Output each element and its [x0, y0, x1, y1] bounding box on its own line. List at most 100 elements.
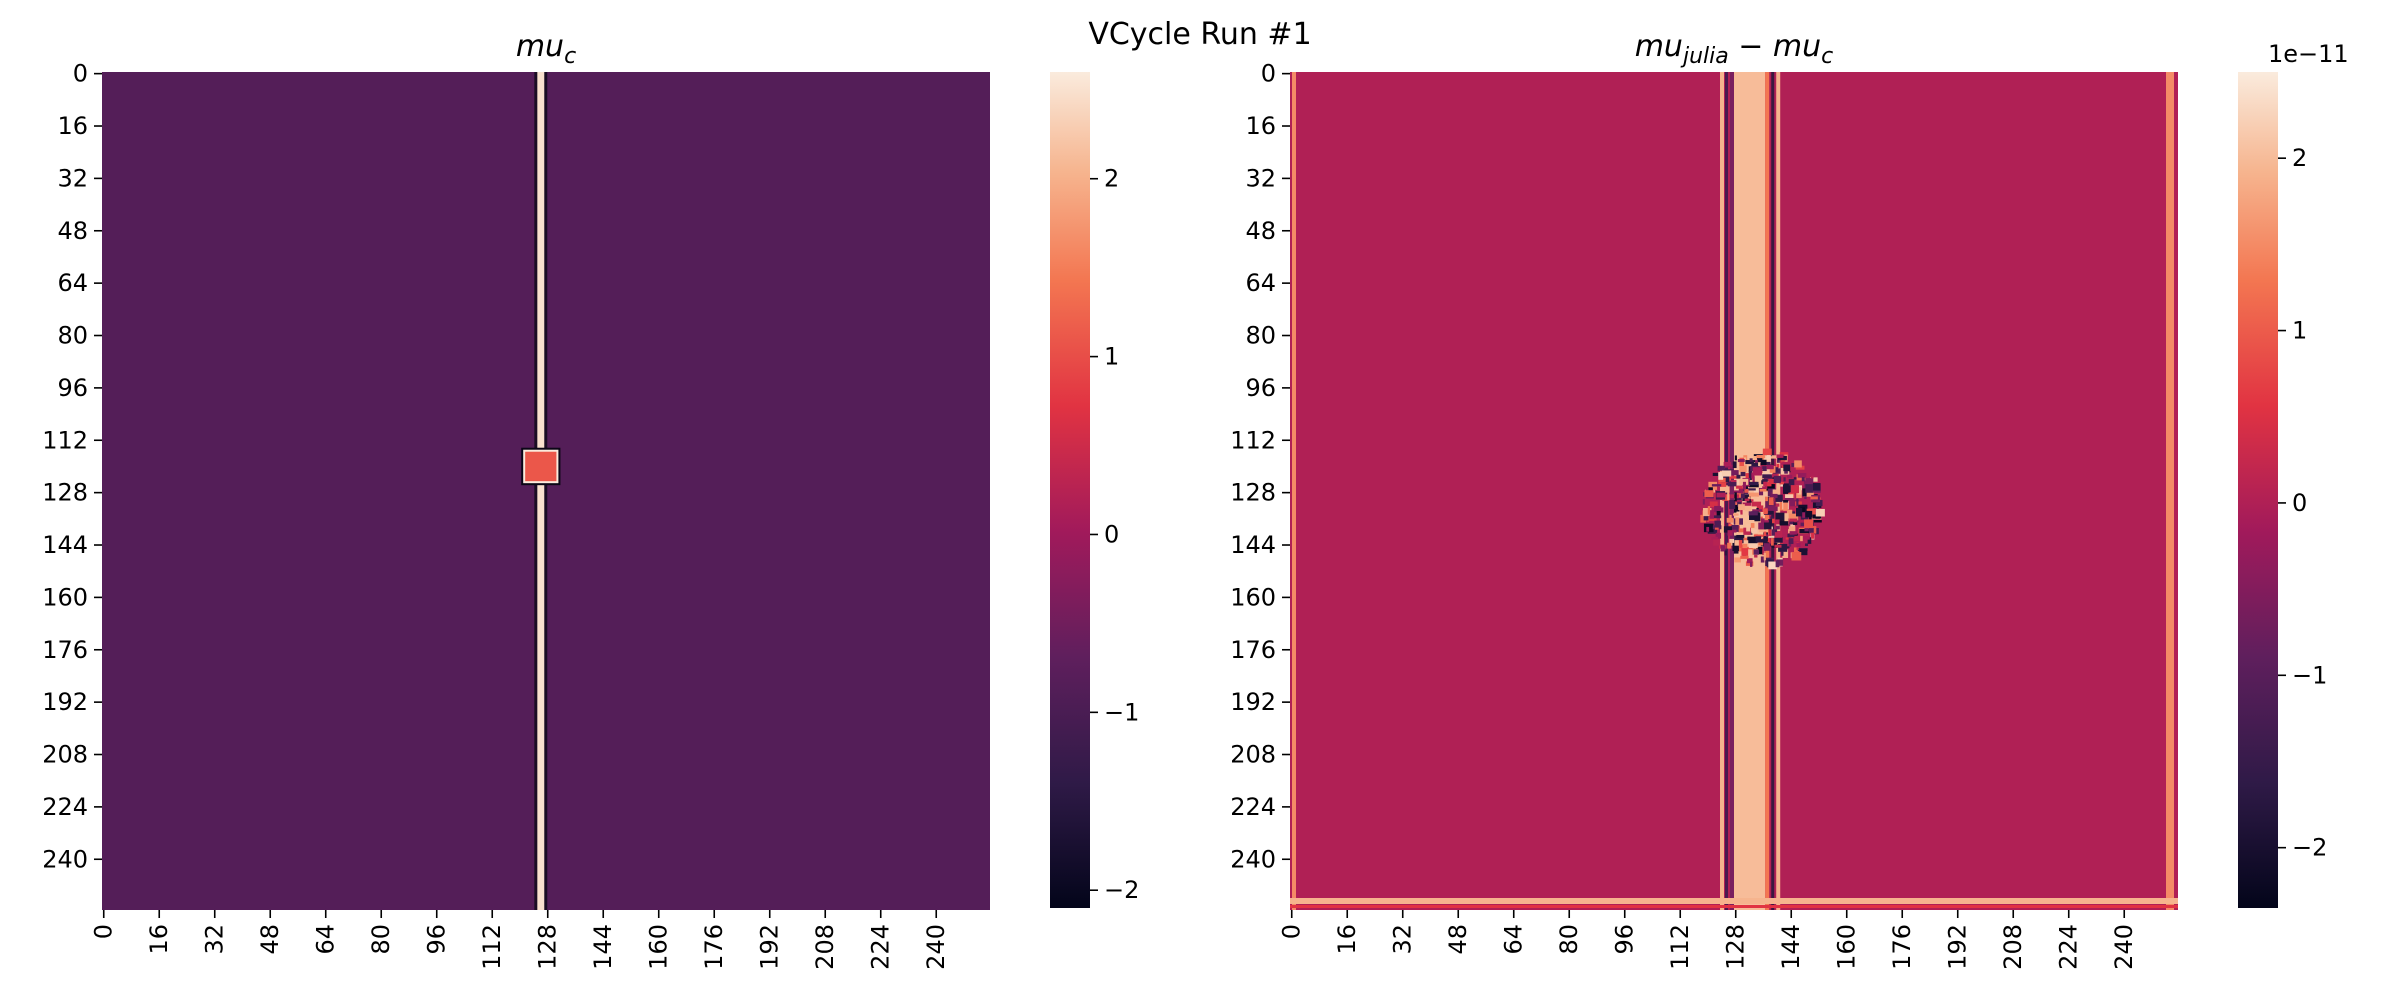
noise-cell [1734, 535, 1744, 544]
noise-cell [1744, 546, 1755, 550]
noise-cell [1770, 538, 1774, 546]
noise-cell [1765, 482, 1772, 487]
noise-cell [1791, 552, 1802, 561]
x-tick-label: 48 [256, 924, 284, 955]
subplot-title: muc [516, 29, 576, 69]
y-tick-label: 176 [42, 636, 88, 664]
noise-cell [1783, 499, 1789, 503]
noise-cell [1791, 535, 1801, 541]
noise-cell [1738, 540, 1743, 548]
noise-cell [1786, 546, 1790, 549]
noise-cell [1811, 532, 1815, 539]
y-tick-label: 176 [1230, 636, 1276, 664]
noise-cell [1724, 464, 1734, 468]
noise-cell [1744, 498, 1750, 502]
noise-cell [1746, 500, 1753, 503]
noise-cell [1729, 500, 1736, 509]
noise-cell [1775, 494, 1783, 502]
noise-cell [1805, 510, 1813, 518]
noise-cell [1797, 487, 1802, 495]
noise-cell [1773, 529, 1778, 533]
noise-cell [1700, 514, 1707, 523]
noise-cell [1742, 543, 1748, 553]
noise-cell [1789, 519, 1795, 525]
noise-cell [1779, 452, 1789, 456]
x-tick-label: 64 [1500, 924, 1528, 955]
noise-cell [1748, 542, 1758, 549]
noise-cell [1747, 496, 1751, 500]
y-tick-label: 128 [42, 479, 88, 507]
noise-cell [1750, 523, 1755, 528]
noise-cell [1753, 488, 1761, 496]
noise-cell [1815, 500, 1823, 507]
noise-cell [1753, 549, 1760, 555]
colorbar [2238, 72, 2278, 908]
noise-cell [1768, 497, 1774, 506]
noise-cell [1716, 492, 1726, 498]
subplot-title: mujulia − muc [1635, 29, 1834, 69]
noise-cell [1731, 524, 1739, 532]
noise-cell [1773, 530, 1783, 538]
noise-cell [1734, 540, 1740, 546]
noise-cell [1781, 551, 1784, 556]
border-right [2166, 72, 2174, 910]
noise-cell [1752, 476, 1755, 484]
y-tick-label: 128 [1230, 479, 1276, 507]
y-tick-label: 16 [1245, 112, 1276, 140]
noise-cell [1763, 520, 1769, 523]
noise-cell [1783, 477, 1786, 482]
noise-cell [1766, 534, 1770, 537]
noise-cell [1711, 484, 1722, 487]
noise-cell [1802, 488, 1807, 497]
noise-cell [1735, 491, 1744, 498]
noise-cell [1752, 509, 1763, 512]
noise-cell [1772, 518, 1775, 524]
x-tick-label: 80 [1555, 924, 1583, 955]
x-tick-label: 32 [201, 924, 229, 955]
noise-cell [1745, 460, 1754, 465]
band-edge [1730, 72, 1734, 910]
noise-cell [1732, 513, 1739, 516]
noise-cell [1712, 472, 1719, 476]
noise-cell [1724, 550, 1727, 556]
noise-cell [1729, 476, 1740, 479]
noise-cell [1797, 472, 1807, 478]
x-tick-label: 176 [1888, 924, 1916, 970]
noise-cell [1773, 475, 1781, 484]
x-tick-label: 160 [1833, 924, 1861, 970]
noise-cell [1803, 478, 1814, 487]
x-tick-label: 112 [478, 924, 506, 970]
noise-cell [1784, 513, 1789, 522]
noise-cell [1810, 496, 1818, 500]
noise-cell [1718, 477, 1726, 483]
x-tick-label: 224 [867, 924, 895, 970]
noise-cell [1738, 528, 1745, 533]
noise-cell [1810, 477, 1818, 482]
noise-cell [1754, 496, 1758, 499]
noise-cell [1751, 462, 1759, 467]
noise-cell [1760, 539, 1768, 547]
noise-cell [1771, 529, 1775, 536]
noise-cell [1779, 520, 1789, 526]
noise-cell [1808, 527, 1814, 533]
figure-title: VCycle Run #1 [1088, 17, 1311, 52]
noise-cell [1748, 481, 1759, 486]
noise-cell [1758, 542, 1764, 546]
x-tick-label: 144 [589, 924, 617, 970]
noise-cell [1753, 456, 1757, 461]
y-tick-label: 32 [1245, 164, 1276, 192]
noise-cell [1768, 510, 1774, 515]
noise-cell [1788, 479, 1795, 486]
noise-cell [1760, 518, 1765, 526]
noise-cell [1734, 496, 1742, 503]
noise-cell [1756, 505, 1764, 512]
noise-cell [1774, 537, 1783, 543]
y-tick-label: 160 [42, 583, 88, 611]
x-tick-label: 32 [1389, 924, 1417, 955]
noise-cell [1731, 529, 1737, 533]
noise-cell [1727, 530, 1733, 536]
x-tick-label: 144 [1777, 924, 1805, 970]
noise-cell [1727, 492, 1730, 501]
noise-cell [1707, 516, 1717, 522]
